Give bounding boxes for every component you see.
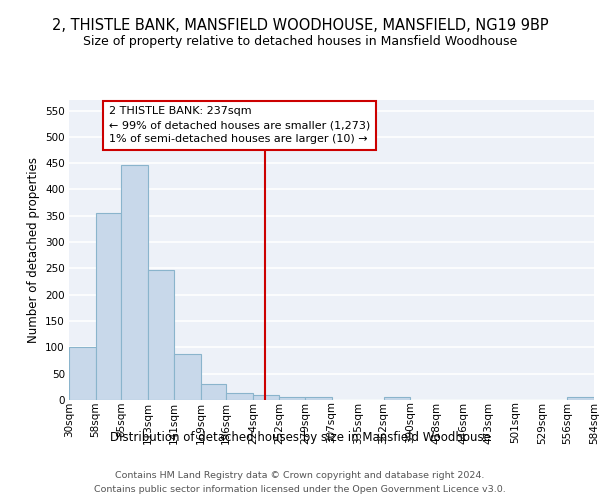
Text: 2, THISTLE BANK, MANSFIELD WOODHOUSE, MANSFIELD, NG19 9BP: 2, THISTLE BANK, MANSFIELD WOODHOUSE, MA… [52, 18, 548, 32]
Text: Contains public sector information licensed under the Open Government Licence v3: Contains public sector information licen… [94, 486, 506, 494]
Bar [148, 270, 174, 400]
Text: Distribution of detached houses by size in Mansfield Woodhouse: Distribution of detached houses by size … [110, 431, 490, 444]
Bar [253, 396, 280, 400]
Bar [305, 398, 331, 400]
Bar [121, 166, 148, 400]
Text: Contains HM Land Registry data © Crown copyright and database right 2024.: Contains HM Land Registry data © Crown c… [115, 472, 485, 480]
Bar [69, 348, 95, 400]
Text: Size of property relative to detached houses in Mansfield Woodhouse: Size of property relative to detached ho… [83, 35, 517, 48]
Bar [226, 393, 253, 400]
Bar [201, 384, 226, 400]
Bar [95, 213, 121, 400]
Bar [174, 354, 201, 400]
Text: 2 THISTLE BANK: 237sqm
← 99% of detached houses are smaller (1,273)
1% of semi-d: 2 THISTLE BANK: 237sqm ← 99% of detached… [109, 106, 370, 144]
Bar [280, 397, 305, 400]
Bar [568, 398, 594, 400]
Bar [383, 398, 410, 400]
Y-axis label: Number of detached properties: Number of detached properties [26, 157, 40, 343]
